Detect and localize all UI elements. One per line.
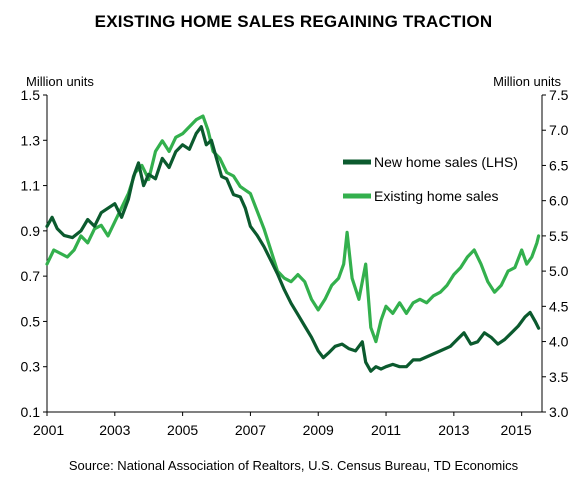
right-tick-label: 5.0 — [549, 263, 569, 279]
legend-label-new-home-sales: New home sales (LHS) — [374, 154, 518, 170]
right-tick-label: 3.5 — [549, 369, 569, 385]
x-tick-label: 2001 — [33, 422, 64, 438]
left-tick-label: 0.7 — [21, 268, 41, 284]
legend: New home sales (LHS) Existing home sales — [343, 154, 518, 204]
axes: 0.1 0.3 0.5 0.7 0.9 1.1 1.3 1.5 3.0 3.5 4.0 4.5 5.0 5… — [21, 87, 569, 438]
legend-label-existing-home-sales: Existing home sales — [374, 188, 499, 204]
left-tick-label: 0.5 — [21, 313, 41, 329]
left-axis-unit-label: Million units — [26, 74, 94, 89]
right-tick-label: 3.0 — [549, 404, 569, 420]
left-tick-label: 1.1 — [21, 178, 41, 194]
right-tick-label: 7.0 — [549, 122, 569, 138]
chart-title: EXISTING HOME SALES REGAINING TRACTION — [94, 12, 493, 31]
right-tick-label: 4.5 — [549, 298, 569, 314]
new-home-sales-line — [45, 125, 541, 373]
left-tick-label: 0.9 — [21, 223, 41, 239]
right-tick-label: 6.0 — [549, 193, 569, 209]
x-tick-label: 2007 — [235, 422, 266, 438]
source-note: Source: National Association of Realtors… — [68, 458, 519, 473]
right-tick-label: 7.5 — [549, 87, 569, 103]
left-tick-label: 1.3 — [21, 132, 41, 148]
right-tick-label: 4.0 — [549, 334, 569, 350]
series-layer — [45, 114, 541, 373]
right-tick-label: 5.5 — [549, 228, 569, 244]
left-tick-label: 1.5 — [21, 87, 41, 103]
x-tick-label: 2013 — [438, 422, 469, 438]
x-tick-label: 2003 — [99, 422, 130, 438]
left-tick-label: 0.1 — [21, 404, 41, 420]
x-tick-label: 2015 — [501, 422, 532, 438]
right-axis-unit-label: Million units — [493, 74, 561, 89]
x-tick-label: 2005 — [167, 422, 198, 438]
x-tick-label: 2009 — [303, 422, 334, 438]
right-tick-label: 6.5 — [549, 157, 569, 173]
x-tick-label: 2011 — [371, 422, 401, 438]
left-tick-label: 0.3 — [21, 359, 41, 375]
